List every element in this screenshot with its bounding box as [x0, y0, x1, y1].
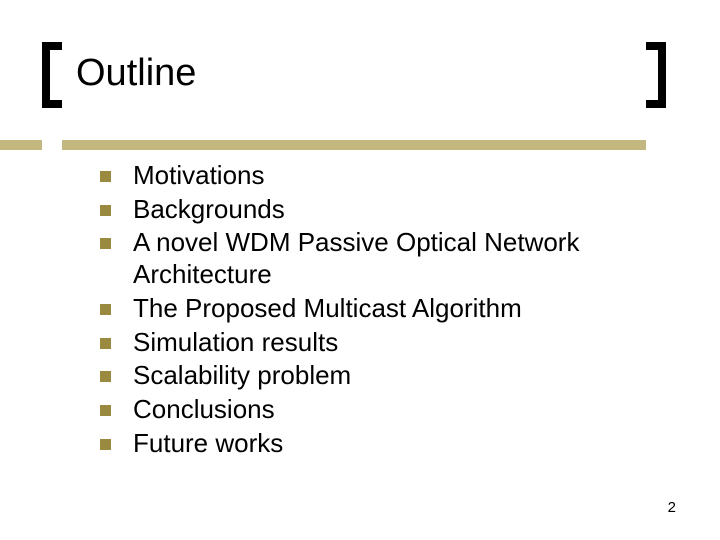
list-item: The Proposed Multicast Algorithm — [100, 293, 670, 325]
bullet-list: Motivations Backgrounds A novel WDM Pass… — [100, 160, 670, 461]
list-item: Backgrounds — [100, 194, 670, 226]
accent-line-left — [0, 140, 42, 150]
title-bar: Outline — [0, 42, 720, 108]
accent-line-right — [62, 140, 646, 150]
list-item-text: Motivations — [133, 160, 265, 192]
list-item: Simulation results — [100, 327, 670, 359]
right-bracket — [646, 42, 666, 108]
list-item: Scalability problem — [100, 360, 670, 392]
list-item-text: The Proposed Multicast Algorithm — [133, 293, 522, 325]
bullet-icon — [100, 439, 111, 450]
list-item-text: Scalability problem — [133, 360, 351, 392]
list-item: A novel WDM Passive Optical Network Arch… — [100, 227, 670, 290]
page-number: 2 — [668, 499, 676, 516]
bullet-icon — [100, 405, 111, 416]
bullet-icon — [100, 238, 111, 249]
list-item: Motivations — [100, 160, 670, 192]
list-item: Future works — [100, 428, 670, 460]
bullet-icon — [100, 304, 111, 315]
list-item: Conclusions — [100, 394, 670, 426]
bullet-icon — [100, 171, 111, 182]
left-bracket — [42, 42, 62, 108]
bullet-icon — [100, 205, 111, 216]
bullet-icon — [100, 371, 111, 382]
list-item-text: Conclusions — [133, 394, 275, 426]
list-item-text: Simulation results — [133, 327, 338, 359]
list-item-text: Future works — [133, 428, 283, 460]
list-item-text: A novel WDM Passive Optical Network Arch… — [133, 227, 670, 290]
bullet-icon — [100, 338, 111, 349]
list-item-text: Backgrounds — [133, 194, 285, 226]
slide-title: Outline — [76, 52, 196, 95]
